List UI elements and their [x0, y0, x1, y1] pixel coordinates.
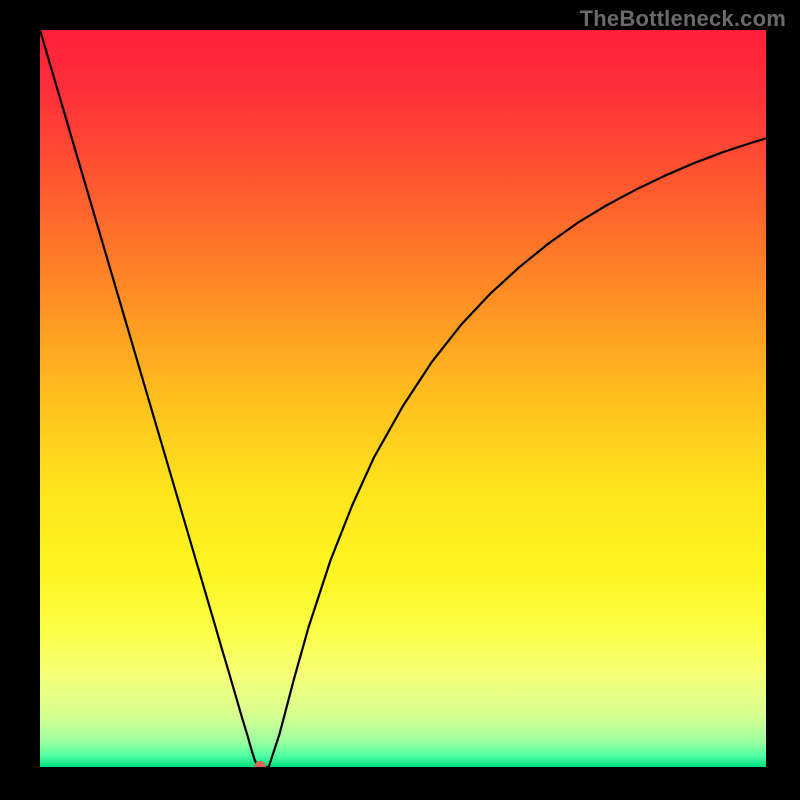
chart-plot-area — [40, 30, 766, 767]
watermark-text: TheBottleneck.com — [580, 6, 786, 32]
chart-svg — [40, 30, 766, 767]
